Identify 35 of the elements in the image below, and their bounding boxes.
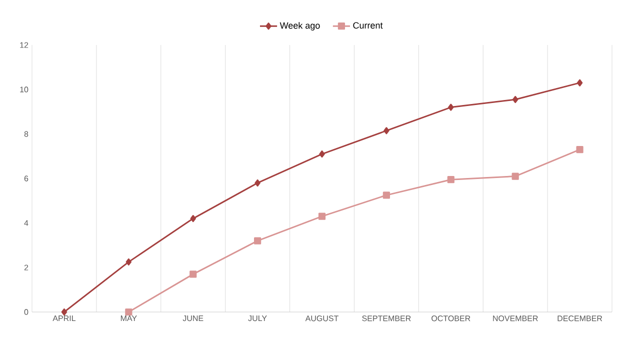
point bbox=[384, 127, 390, 134]
point bbox=[318, 212, 326, 220]
y-tick-label: 2 bbox=[24, 264, 28, 270]
x-tick-label: JULY bbox=[248, 316, 267, 322]
y-tick-label: 10 bbox=[20, 86, 28, 92]
point bbox=[319, 150, 325, 158]
x-tick-label: SEPTEMBER bbox=[362, 316, 411, 322]
x-tick-label: NOVEMBER bbox=[493, 316, 538, 322]
point bbox=[576, 146, 584, 154]
x-tick-label: MAY bbox=[120, 316, 137, 322]
y-tick-label: 0 bbox=[24, 309, 28, 315]
point bbox=[190, 270, 197, 278]
y-tick-label: 8 bbox=[24, 131, 28, 137]
x-tick-label: OCTOBER bbox=[432, 316, 470, 322]
point bbox=[512, 172, 519, 180]
point bbox=[576, 79, 583, 86]
point bbox=[382, 192, 390, 199]
point bbox=[447, 176, 454, 184]
point bbox=[254, 237, 262, 244]
point bbox=[448, 104, 454, 111]
x-tick-label: APRIL bbox=[52, 316, 76, 322]
x-tick-label: JUNE bbox=[182, 316, 204, 322]
point bbox=[125, 308, 132, 316]
y-tick-label: 12 bbox=[20, 42, 28, 48]
x-tick-label: DECEMBER bbox=[558, 316, 602, 322]
legend-label: Week ago bbox=[280, 22, 320, 30]
y-tick-label: 6 bbox=[24, 176, 28, 182]
point bbox=[126, 258, 132, 266]
x-tick-label: AUGUST bbox=[305, 316, 338, 322]
point bbox=[61, 308, 68, 316]
point bbox=[254, 179, 260, 186]
legend-label: Current bbox=[353, 22, 383, 29]
point bbox=[190, 215, 196, 222]
point bbox=[512, 96, 518, 104]
y-tick-label: 4 bbox=[24, 220, 28, 226]
